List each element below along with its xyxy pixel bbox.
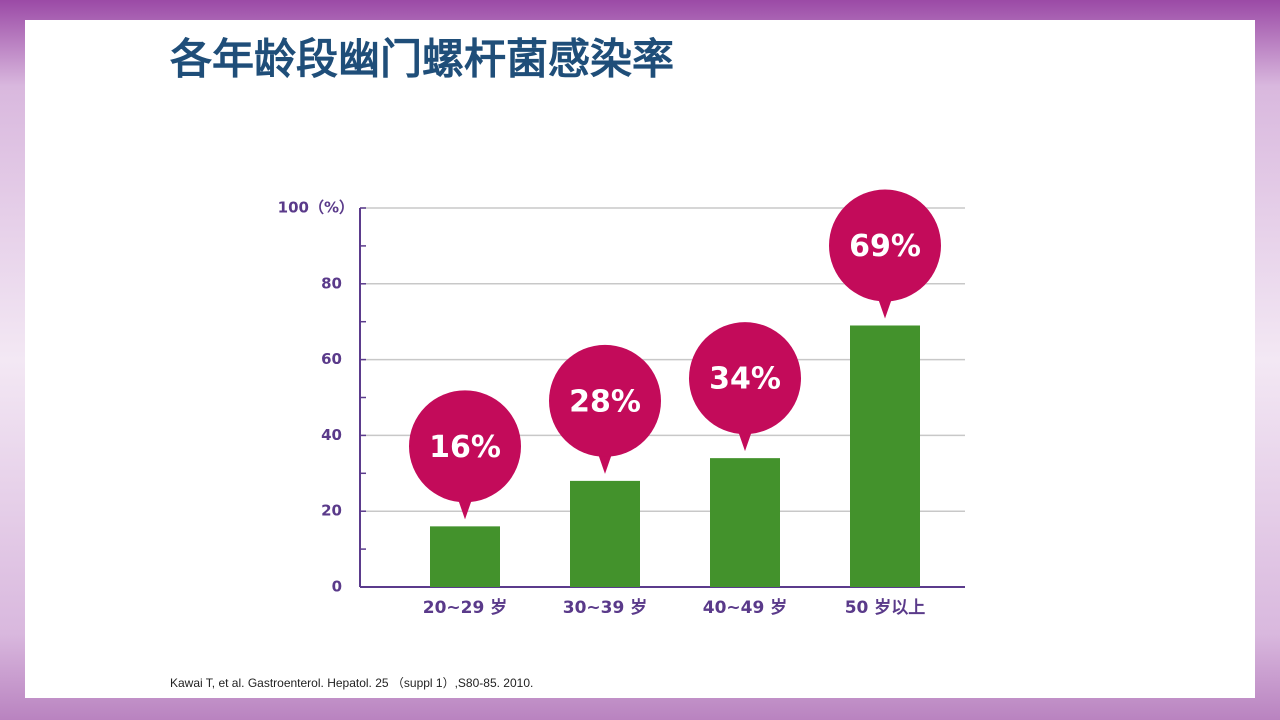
y-tick-label: 100（%） bbox=[278, 199, 354, 217]
label-bubble bbox=[549, 344, 661, 457]
source-note: Kawai T, et al. Gastroenterol. Hepatol. … bbox=[170, 676, 533, 690]
value-label: 34% bbox=[709, 362, 781, 397]
bar bbox=[570, 480, 640, 587]
x-tick-label: 20~29 岁 bbox=[423, 597, 507, 618]
value-label: 69% bbox=[849, 229, 921, 264]
label-bubble bbox=[829, 189, 941, 302]
x-tick-label: 40~49 岁 bbox=[703, 597, 787, 618]
label-bubble bbox=[409, 390, 521, 503]
value-label: 28% bbox=[569, 384, 641, 419]
y-tick-label: 80 bbox=[321, 274, 342, 292]
bar bbox=[850, 325, 920, 587]
chart-title: 各年龄段幽门螺杆菌感染率 bbox=[170, 35, 674, 84]
x-tick-label: 30~39 岁 bbox=[563, 597, 647, 618]
y-tick-label: 60 bbox=[321, 350, 342, 368]
label-bubble bbox=[689, 322, 801, 435]
value-label: 16% bbox=[429, 430, 501, 465]
bar bbox=[430, 526, 500, 587]
x-tick-label: 50 岁以上 bbox=[845, 597, 926, 618]
bar bbox=[710, 458, 780, 587]
y-tick-label: 0 bbox=[332, 578, 342, 596]
y-tick-label: 40 bbox=[321, 426, 342, 444]
y-tick-label: 20 bbox=[321, 502, 342, 520]
